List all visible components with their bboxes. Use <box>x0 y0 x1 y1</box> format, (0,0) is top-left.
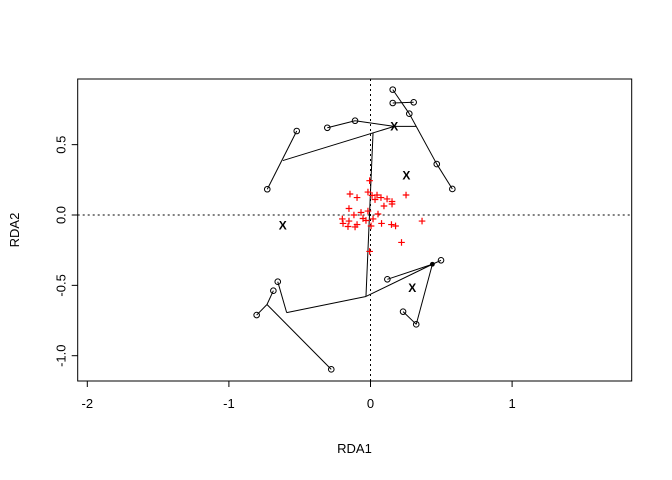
species-point <box>351 223 359 231</box>
species-point <box>388 200 396 208</box>
species-point <box>377 194 385 201</box>
cluster-segment <box>286 295 367 314</box>
species-point <box>388 221 395 228</box>
cluster-segment <box>327 120 356 129</box>
species-point <box>364 207 372 215</box>
species-point <box>383 195 391 203</box>
site-point <box>384 275 391 283</box>
species-point <box>392 222 399 230</box>
species-point <box>357 209 365 216</box>
species-point <box>346 190 354 198</box>
cluster-junction-point <box>429 261 435 267</box>
x-tick-label: -2 <box>82 396 94 411</box>
centroid-mark: X <box>402 168 410 182</box>
y-tick-label: 0.0 <box>54 206 69 224</box>
plot-border <box>77 78 633 382</box>
y-tick-label: -1.0 <box>54 344 69 366</box>
species-point <box>366 177 373 184</box>
cluster-segment <box>392 89 410 114</box>
site-point <box>270 287 277 294</box>
cluster-segment <box>256 304 268 316</box>
species-point <box>369 215 377 223</box>
cluster-segment <box>282 125 395 162</box>
cluster-segment <box>365 132 374 297</box>
cluster-segment <box>277 281 288 313</box>
species-point <box>362 217 370 224</box>
species-point <box>366 248 373 255</box>
cluster-segment <box>266 304 332 370</box>
site-point <box>437 257 445 264</box>
y-tick-label: -0.5 <box>54 274 69 296</box>
centroid-mark: X <box>408 281 416 295</box>
x-tick-label: -1 <box>223 396 235 411</box>
species-point <box>353 194 361 201</box>
y-axis-title: RDA2 <box>7 212 22 248</box>
species-point <box>378 220 385 227</box>
centroid-mark: X <box>279 218 287 232</box>
cluster-segment <box>266 130 298 190</box>
site-point <box>389 86 397 93</box>
species-point <box>339 215 346 223</box>
cluster-segment <box>436 163 453 190</box>
species-point <box>345 205 353 212</box>
species-point <box>339 220 347 227</box>
species-point <box>374 210 382 218</box>
cluster-segment <box>415 264 433 325</box>
species-point <box>398 239 405 246</box>
species-point <box>380 202 388 210</box>
x-tick-label: 0 <box>367 396 374 411</box>
species-point <box>345 217 353 225</box>
species-point <box>367 222 375 230</box>
cluster-segment <box>387 263 433 280</box>
centroid-mark: X <box>390 120 398 134</box>
species-point <box>344 223 352 230</box>
species-point <box>350 211 358 219</box>
species-point <box>418 217 426 225</box>
cluster-segment <box>365 263 433 297</box>
species-point <box>402 191 410 199</box>
y-tick-label: 0.5 <box>54 136 69 154</box>
cluster-segment <box>266 290 274 305</box>
cluster-segment <box>408 113 438 165</box>
cluster-segment <box>402 311 417 325</box>
x-tick-label: 1 <box>508 396 515 411</box>
cluster-segment <box>392 101 414 104</box>
x-axis-title: RDA1 <box>337 441 372 456</box>
species-point <box>373 191 381 199</box>
species-point <box>364 188 372 196</box>
species-point <box>371 196 379 203</box>
cluster-segment <box>354 120 395 127</box>
site-point <box>293 127 301 135</box>
